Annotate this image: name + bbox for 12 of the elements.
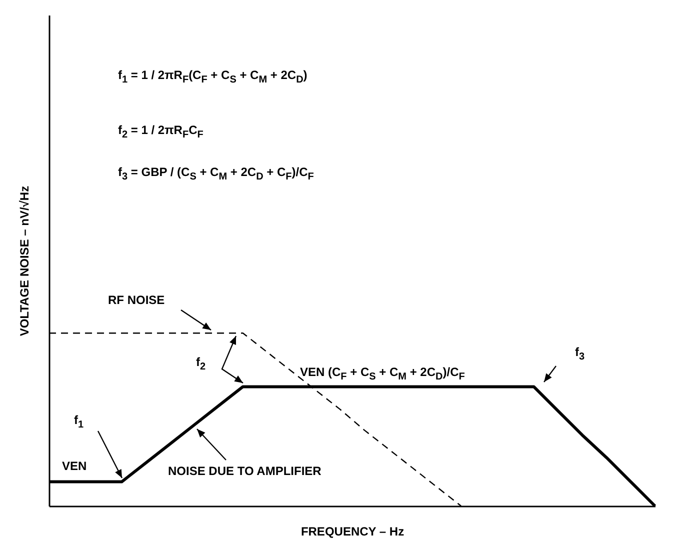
- annotation: f$_{1}$: [74, 413, 84, 430]
- annotation: f$_{2}$: [196, 355, 206, 372]
- x-axis-title: FREQUENCY – Hz: [300, 524, 404, 538]
- text: f$_{2}$ = 1 / 2πR$_{F}$C$_{F}$: [118, 123, 204, 140]
- annotation: NOISE DUE TO AMPLIFIER: [168, 464, 322, 478]
- y-axis-title: VOLTAGE NOISE – nV/√Hz: [18, 186, 32, 336]
- annotation: VEN: [62, 459, 87, 473]
- text: f$_{1}$ = 1 / 2πR$_{F}$(C$_{F}$ + C$_{S}$ + C$_{M}$ + 2C$_{D}$): [118, 68, 308, 86]
- text: VEN (C$_{F}$ + C$_{S}$ + C$_{M}$ + 2C$_{D}$)/C$_{F}$: [300, 365, 465, 382]
- text: RF NOISE: [108, 293, 165, 307]
- text: f$_{3}$ = GBP / (C$_{S}$ + C$_{M}$ + 2C$_{D}$ + C$_{F}$)/C$_{F}$: [118, 165, 314, 182]
- annotation: f$_{3}$: [575, 345, 585, 362]
